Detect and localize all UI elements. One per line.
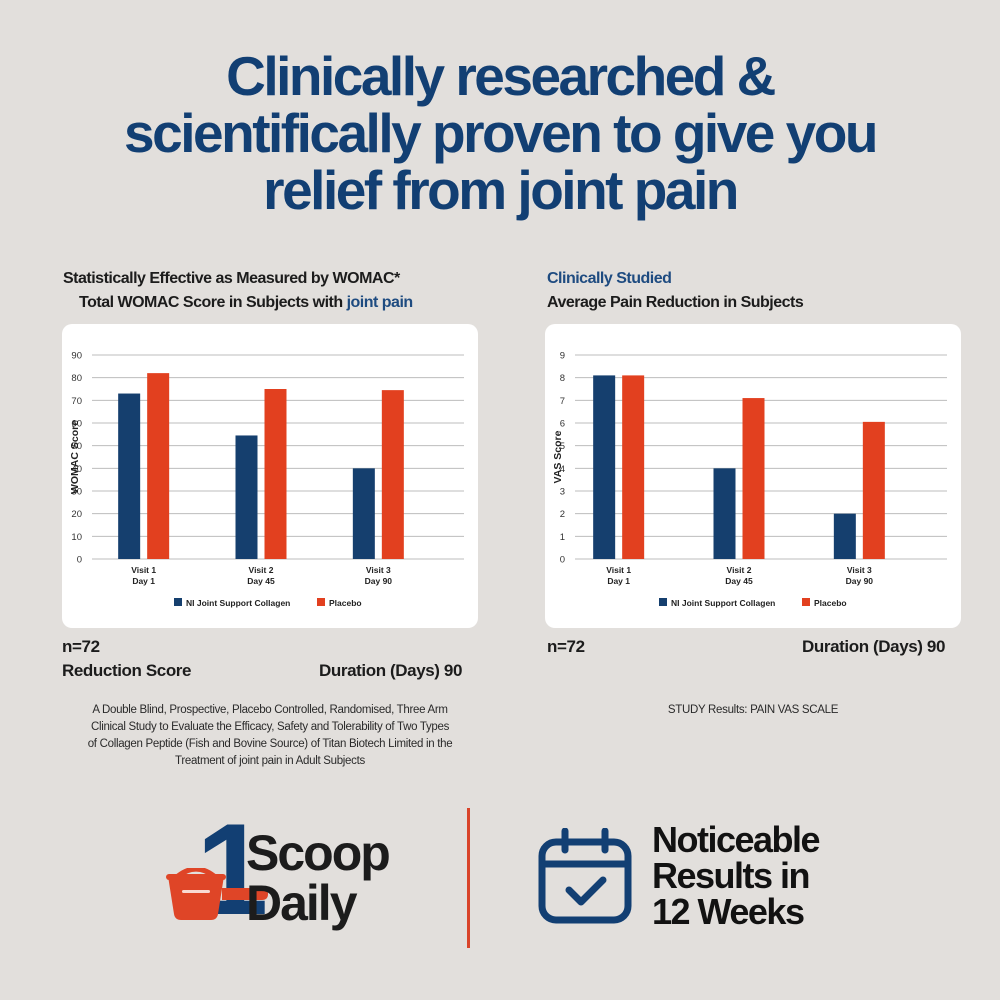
y-tick-label: 30 [71, 487, 82, 498]
left-reduction-label: Reduction Score [62, 661, 192, 680]
legend-label: Placebo [814, 598, 847, 608]
bar-placebo [622, 375, 645, 559]
y-tick-label: 4 [560, 464, 565, 475]
right-chart-title: Clinically Studied [547, 270, 672, 287]
headline: Clinically researched & scientifically p… [0, 48, 1000, 219]
y-tick-label: 7 [560, 396, 565, 407]
bar-collagen [118, 393, 141, 559]
y-tick-label: 60 [71, 419, 82, 430]
y-tick-label: 10 [71, 532, 82, 543]
left-chart-title: Statistically Effective as Measured by W… [63, 270, 400, 287]
left-sample-size: n=72 [62, 637, 100, 656]
bar-collagen [713, 468, 736, 559]
study-description-line: A Double Blind, Prospective, Placebo Con… [92, 704, 448, 716]
scoop-icon [166, 868, 268, 920]
y-tick-label: 8 [560, 373, 565, 384]
legend-label: NI Joint Support Collagen [671, 598, 775, 608]
left-chart-subtitle: Total WOMAC Score in Subjects with joint… [79, 291, 413, 315]
y-tick-label: 9 [560, 351, 565, 362]
right-duration-label: Duration (Days) 90 [802, 637, 946, 656]
results-line-1: Noticeable [652, 819, 821, 860]
x-tick-label: Visit 1 [606, 565, 631, 575]
legend-label: Placebo [329, 598, 362, 608]
legend-swatch [174, 598, 182, 606]
y-axis-label: WOMAC Score [69, 420, 81, 494]
bar-placebo [862, 421, 885, 559]
y-tick-label: 1 [560, 532, 565, 543]
y-axis-label: VAS Score [552, 430, 564, 483]
y-tick-label: 6 [560, 419, 565, 430]
calendar-check-icon [538, 828, 632, 924]
bar-placebo [264, 389, 287, 559]
study-results-note: STUDY Results: PAIN VAS SCALE [667, 704, 839, 716]
x-tick-sublabel: Day 45 [247, 576, 275, 586]
y-tick-label: 90 [71, 351, 82, 362]
bar-collagen [593, 375, 616, 559]
bar-placebo [381, 390, 404, 559]
x-tick-sublabel: Day 45 [725, 576, 753, 586]
right-chart-subtitle: Average Pain Reduction in Subjects [547, 294, 804, 311]
right-sample-size: n=72 [547, 637, 585, 656]
y-tick-label: 0 [77, 555, 82, 566]
legend-label: NI Joint Support Collagen [186, 598, 290, 608]
y-tick-label: 80 [71, 373, 82, 384]
scoop-word: Scoop [246, 825, 391, 881]
results-line-2: Results in [652, 855, 811, 896]
study-description-line: Treatment of joint pain in Adult Subject… [175, 755, 365, 767]
x-tick-label: Visit 3 [847, 565, 872, 575]
results-line-3: 12 Weeks [652, 891, 805, 932]
y-tick-label: 70 [71, 396, 82, 407]
badge-divider [467, 808, 470, 948]
y-tick-label: 2 [560, 509, 565, 520]
left-chart-subtitle-prefix: Total WOMAC Score in Subjects with [79, 294, 347, 311]
results-text: Noticeable Results in 12 Weeks [652, 819, 821, 932]
x-tick-sublabel: Day 90 [846, 576, 874, 586]
left-chart-subtitle-highlight: joint pain [346, 294, 414, 311]
x-tick-label: Visit 2 [249, 565, 274, 575]
study-description-line: of Collagen Peptide (Fish and Bovine Sou… [87, 738, 453, 750]
x-tick-sublabel: Day 1 [607, 576, 630, 586]
y-tick-label: 40 [71, 464, 82, 475]
left-duration-label: Duration (Days) 90 [319, 661, 463, 680]
bar-collagen [352, 468, 375, 559]
legend-swatch [659, 598, 667, 606]
x-tick-sublabel: Day 1 [132, 576, 155, 586]
vas-chart-card: 0 1 2 3 4 5 6 7 8 9 VAS Score Visit 1 Day 1 Visit 2 Da… [545, 324, 961, 628]
bar-placebo [742, 398, 765, 559]
x-tick-sublabel: Day 90 [365, 576, 393, 586]
x-tick-label: Visit 1 [131, 565, 156, 575]
y-tick-label: 20 [71, 509, 82, 520]
study-description: A Double Blind, Prospective, Placebo Con… [40, 702, 500, 770]
bar-collagen [235, 435, 258, 559]
daily-word: Daily [246, 875, 358, 931]
bar-collagen [833, 513, 856, 559]
headline-line-3: relief from joint pain [263, 159, 739, 221]
x-tick-label: Visit 3 [366, 565, 391, 575]
y-tick-label: 50 [71, 441, 82, 452]
x-tick-label: Visit 2 [727, 565, 752, 575]
y-tick-label: 0 [560, 555, 565, 566]
womac-chart-card: 0 10 20 30 40 50 60 70 80 90 WOMAC Score Visit 1 Day… [62, 324, 478, 628]
y-tick-label: 3 [560, 487, 565, 498]
legend-swatch [802, 598, 810, 606]
legend-swatch [317, 598, 325, 606]
headline-line-2: scientifically proven to give you [124, 102, 878, 164]
bar-placebo [147, 373, 170, 559]
study-description-line: Clinical Study to Evaluate the Efficacy,… [90, 721, 450, 733]
headline-line-1: Clinically researched & [226, 45, 776, 107]
y-tick-label: 5 [560, 441, 565, 452]
